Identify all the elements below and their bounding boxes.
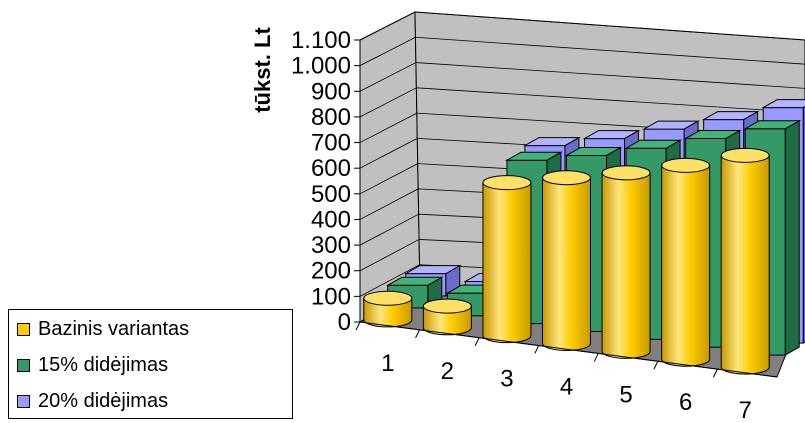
gridline — [359, 138, 418, 169]
x-tick-label: 1 — [381, 350, 394, 377]
cylinder-body — [661, 164, 711, 367]
legend-item-series-1: Bazinis variantas — [17, 314, 189, 344]
y-tick-label: 900 — [311, 78, 351, 105]
y-tick-label: 500 — [311, 181, 351, 208]
gridline — [359, 11, 416, 41]
cylinder-top — [542, 170, 591, 186]
bar-top — [642, 120, 700, 130]
bar-bazinis-variantas-2 — [422, 298, 472, 336]
bar-bazinis-variantas-3 — [482, 175, 532, 344]
gridline — [359, 213, 419, 246]
x-tick-label: 5 — [619, 381, 632, 408]
gridline — [416, 87, 805, 113]
x-tick-label: 4 — [560, 374, 573, 401]
x-tick — [534, 345, 540, 354]
y-tick-label: 1.100 — [291, 27, 351, 54]
x-tick — [355, 321, 361, 331]
gridline — [359, 112, 418, 143]
x-tick — [593, 353, 599, 362]
cylinder-top — [661, 157, 711, 173]
bar-top — [505, 151, 563, 161]
legend: Bazinis variantas 15% didėjimas 20% didė… — [8, 309, 293, 419]
gridline — [359, 239, 420, 272]
cylinder-top — [422, 298, 472, 314]
y-tick-label: 100 — [311, 283, 351, 310]
y-tick-label: 200 — [311, 258, 351, 285]
legend-swatch-series-1 — [17, 322, 30, 336]
legend-label-series-1: Bazinis variantas — [38, 317, 190, 340]
gridline — [414, 11, 805, 41]
bar-bazinis-variantas-7 — [720, 147, 770, 375]
legend-label-series-2: 15% didėjimas — [38, 353, 169, 376]
cylinder-body — [542, 177, 591, 351]
cylinder-top — [601, 165, 651, 181]
bar-top — [564, 146, 623, 156]
gridline — [415, 62, 805, 89]
gridline — [359, 36, 416, 66]
y-tick-label: 800 — [311, 104, 351, 131]
x-tick — [653, 361, 659, 370]
cylinder-top — [720, 147, 770, 163]
gridline — [359, 163, 418, 195]
gridline — [359, 87, 417, 118]
y-axis-title: tūkst. Lt — [250, 27, 275, 113]
x-tick-label: 6 — [679, 389, 692, 416]
y-tick-label: 700 — [311, 130, 351, 157]
bar-bazinis-variantas-5 — [601, 165, 651, 359]
cylinder-body — [482, 182, 532, 344]
bar-top — [523, 137, 581, 147]
legend-label-series-3: 20% didėjimas — [38, 389, 169, 412]
gridline — [359, 264, 420, 297]
bar-top — [683, 130, 742, 140]
x-tick-label: 7 — [739, 397, 752, 423]
bar-top — [385, 276, 444, 286]
bar-top — [761, 99, 805, 109]
gridline — [415, 36, 805, 65]
bar-top — [403, 265, 462, 275]
bar-side — [784, 119, 800, 356]
y-tick-label: 400 — [311, 206, 351, 233]
legend-item-series-2: 15% didėjimas — [17, 350, 168, 380]
x-tick-label: 2 — [441, 358, 454, 385]
gridline — [359, 62, 417, 92]
bar-bazinis-variantas-6 — [661, 157, 711, 367]
cylinder-body — [720, 154, 770, 375]
cylinder-body — [601, 172, 651, 359]
bars — [363, 99, 805, 375]
cylinder-top — [482, 175, 532, 191]
bar-bazinis-variantas-4 — [542, 170, 591, 351]
y-tick-label: 600 — [311, 155, 351, 182]
x-tick-label: 3 — [500, 366, 513, 393]
bar-top — [624, 139, 682, 149]
gridline — [359, 188, 419, 220]
y-tick-label: 1.000 — [291, 53, 351, 80]
bar-bazinis-variantas-1 — [363, 290, 413, 328]
x-tick — [415, 329, 421, 339]
bar-top — [701, 111, 760, 121]
x-tick — [712, 368, 718, 378]
legend-swatch-series-2 — [17, 358, 30, 372]
x-axis — [359, 321, 778, 378]
legend-swatch-series-3 — [17, 394, 30, 408]
x-tick — [474, 337, 480, 346]
y-tick-label: 300 — [311, 232, 351, 259]
legend-item-series-3: 20% didėjimas — [17, 386, 168, 416]
cylinder-top — [363, 290, 413, 306]
y-tick-label: 0 — [338, 309, 351, 336]
bar-top — [582, 130, 641, 140]
bar-top — [743, 120, 802, 130]
